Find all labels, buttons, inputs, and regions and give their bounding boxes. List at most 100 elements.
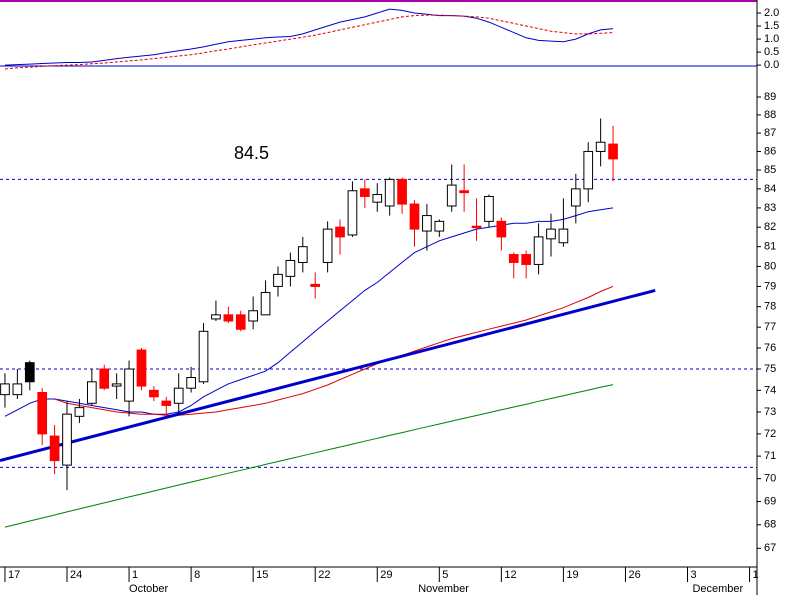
- y-tick-label: 86: [764, 145, 776, 157]
- candle-body: [111, 383, 122, 387]
- candle-body: [24, 362, 35, 383]
- y-tick-label: 84: [764, 183, 776, 195]
- candle-body: [360, 188, 370, 197]
- candle-body: [198, 330, 209, 383]
- candle-body: [149, 389, 159, 398]
- y-tick-label: 80: [764, 260, 776, 272]
- candle-body: [136, 349, 147, 387]
- y-tick-label: 74: [764, 384, 776, 396]
- month-label: October: [129, 583, 168, 595]
- annotation: 84.5: [234, 143, 269, 163]
- indicator-tick-label: 0.5: [764, 46, 779, 58]
- candle-body: [384, 178, 395, 207]
- candle-body: [0, 383, 10, 396]
- candle-body: [508, 254, 519, 263]
- candle-body: [74, 407, 85, 417]
- candle-body: [86, 381, 97, 404]
- y-tick-label: 89: [764, 91, 776, 103]
- candle-body: [260, 291, 271, 316]
- candle-body: [546, 228, 556, 240]
- y-tick-label: 68: [764, 519, 776, 531]
- month-label: December: [692, 583, 743, 595]
- trendline: [0, 288, 656, 463]
- y-tick-label: 75: [764, 363, 776, 375]
- y-tick-label: 77: [764, 321, 776, 333]
- y-tick-label: 72: [764, 428, 776, 440]
- candle-body: [124, 368, 134, 402]
- candle-body: [161, 400, 172, 406]
- candle-body: [422, 215, 432, 232]
- x-tick-label: 8: [194, 569, 200, 581]
- y-tick-label: 78: [764, 301, 776, 313]
- candle-body: [12, 383, 23, 396]
- candle-body: [446, 184, 457, 207]
- candle-body: [521, 254, 532, 265]
- candle-body: [583, 150, 594, 190]
- candle-body: [310, 283, 321, 287]
- candle-body: [570, 188, 581, 207]
- y-tick-label: 70: [764, 473, 776, 485]
- indicator-tick-label: 1.0: [764, 33, 779, 45]
- candle-body: [409, 203, 420, 230]
- x-tick-label: 12: [504, 569, 516, 581]
- candle-body: [273, 273, 283, 287]
- moving-average: [54, 285, 614, 416]
- candle-body: [347, 190, 358, 236]
- y-tick-label: 85: [764, 164, 776, 176]
- y-tick-label: 76: [764, 342, 776, 354]
- candle-body: [533, 236, 544, 265]
- y-tick-label: 79: [764, 280, 776, 292]
- candle-body: [235, 314, 246, 330]
- x-tick-label: 29: [380, 569, 392, 581]
- x-tick-label: 1: [132, 569, 138, 581]
- y-tick-label: 88: [764, 109, 776, 121]
- candle-body: [322, 228, 333, 263]
- y-tick-label: 67: [764, 542, 776, 554]
- x-tick-label: 22: [318, 569, 330, 581]
- candle-body: [37, 391, 48, 435]
- y-tick-label: 81: [764, 241, 776, 253]
- x-tick-label: 3: [691, 569, 697, 581]
- x-tick-label: 19: [566, 569, 578, 581]
- candle-body: [558, 228, 569, 244]
- y-tick-label: 69: [764, 495, 776, 507]
- candle-body: [99, 368, 110, 389]
- candle-body: [248, 310, 259, 322]
- candle-body: [484, 195, 494, 222]
- candle-body: [471, 225, 482, 229]
- candle-body: [211, 314, 221, 320]
- candle-body: [608, 143, 618, 160]
- moving-average: [4, 207, 614, 417]
- candle-body: [49, 435, 60, 462]
- x-tick-label: 17: [8, 569, 20, 581]
- candle-body: [223, 314, 234, 322]
- moving-average: [4, 384, 614, 528]
- candle-body: [459, 190, 469, 194]
- indicator-tick-label: 2.0: [764, 7, 779, 19]
- candle-body: [285, 259, 296, 277]
- month-label: November: [418, 583, 469, 595]
- indicator-tick-label: 0.0: [764, 59, 779, 71]
- y-tick-label: 87: [764, 127, 776, 139]
- candle-body: [496, 220, 507, 238]
- candle-body: [297, 246, 308, 263]
- candle-body: [173, 387, 184, 404]
- y-tick-label: 82: [764, 221, 776, 233]
- candle-body: [335, 226, 345, 238]
- candle-body: [595, 141, 606, 152]
- x-tick-label: 24: [70, 569, 82, 581]
- y-tick-label: 71: [764, 450, 776, 462]
- indicator-line: [4, 8, 614, 66]
- indicator-tick-label: 1.5: [764, 20, 779, 32]
- x-tick-label: 1: [753, 569, 759, 581]
- indicator-line: [4, 14, 614, 70]
- candle-body: [434, 220, 445, 232]
- x-tick-label: 5: [442, 569, 448, 581]
- y-tick-label: 83: [764, 202, 776, 214]
- y-tick-label: 73: [764, 406, 776, 418]
- x-tick-label: 15: [256, 569, 268, 581]
- candle-body: [62, 413, 72, 466]
